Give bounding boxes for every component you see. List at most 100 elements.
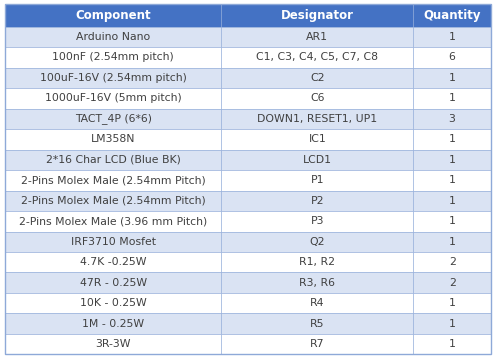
Bar [413,252,491,272]
Bar [5,170,221,190]
Text: P3: P3 [310,216,324,226]
Bar [221,88,413,108]
Bar [413,150,491,170]
Text: 47R - 0.25W: 47R - 0.25W [79,278,147,288]
Text: C1, C3, C4, C5, C7, C8: C1, C3, C4, C5, C7, C8 [256,52,378,62]
Text: C6: C6 [310,93,324,103]
Bar [413,68,491,88]
Bar [5,88,221,108]
Bar [221,150,413,170]
Bar [221,27,413,47]
Text: Q2: Q2 [310,237,325,247]
Text: 100uF-16V (2.54mm pitch): 100uF-16V (2.54mm pitch) [40,73,186,83]
Text: 2*16 Char LCD (Blue BK): 2*16 Char LCD (Blue BK) [46,155,181,165]
Text: DOWN1, RESET1, UP1: DOWN1, RESET1, UP1 [257,114,377,124]
Text: 1000uF-16V (5mm pitch): 1000uF-16V (5mm pitch) [45,93,182,103]
Bar [5,272,221,293]
Text: 2: 2 [449,257,456,267]
Bar [221,47,413,68]
Text: TACT_4P (6*6): TACT_4P (6*6) [74,113,152,124]
Text: 3: 3 [449,114,456,124]
Text: AR1: AR1 [306,32,328,42]
Bar [413,272,491,293]
Text: 1M - 0.25W: 1M - 0.25W [82,319,144,329]
Text: 1: 1 [449,339,456,349]
Bar [221,129,413,150]
Bar [413,88,491,108]
Bar [413,170,491,190]
Text: Component: Component [75,9,151,21]
Bar [221,4,413,27]
Text: 2: 2 [449,278,456,288]
Text: 1: 1 [449,237,456,247]
Text: 1: 1 [449,73,456,83]
Bar [413,211,491,232]
Text: 4.7K -0.25W: 4.7K -0.25W [80,257,146,267]
Text: 2-Pins Molex Male (2.54mm Pitch): 2-Pins Molex Male (2.54mm Pitch) [21,175,205,185]
Bar [413,108,491,129]
Bar [221,252,413,272]
Bar [221,232,413,252]
Text: 100nF (2.54mm pitch): 100nF (2.54mm pitch) [52,52,174,62]
Text: Quantity: Quantity [424,9,481,21]
Text: LM358N: LM358N [91,134,135,144]
Text: R3, R6: R3, R6 [299,278,335,288]
Bar [5,252,221,272]
Bar [413,47,491,68]
Bar [413,129,491,150]
Bar [5,334,221,354]
Bar [413,334,491,354]
Text: 1: 1 [449,298,456,308]
Text: IRF3710 Mosfet: IRF3710 Mosfet [70,237,156,247]
Text: R1, R2: R1, R2 [299,257,335,267]
Text: 1: 1 [449,216,456,226]
Text: 1: 1 [449,134,456,144]
Text: 10K - 0.25W: 10K - 0.25W [80,298,146,308]
Text: LCD1: LCD1 [303,155,332,165]
Bar [221,190,413,211]
Bar [5,150,221,170]
Text: 1: 1 [449,93,456,103]
Text: IC1: IC1 [309,134,326,144]
Bar [5,47,221,68]
Text: R5: R5 [310,319,324,329]
Bar [5,293,221,314]
Bar [221,334,413,354]
Text: Designator: Designator [281,9,354,21]
Bar [221,108,413,129]
Bar [221,211,413,232]
Text: 2-Pins Molex Male (3.96 mm Pitch): 2-Pins Molex Male (3.96 mm Pitch) [19,216,207,226]
Text: 1: 1 [449,155,456,165]
Bar [413,27,491,47]
Text: 3R-3W: 3R-3W [95,339,131,349]
Bar [221,272,413,293]
Bar [221,170,413,190]
Text: R7: R7 [310,339,324,349]
Text: P2: P2 [310,196,324,206]
Bar [5,211,221,232]
Bar [413,293,491,314]
Bar [5,27,221,47]
Bar [5,232,221,252]
Bar [5,68,221,88]
Text: 2-Pins Molex Male (2.54mm Pitch): 2-Pins Molex Male (2.54mm Pitch) [21,196,205,206]
Bar [413,190,491,211]
Text: 1: 1 [449,175,456,185]
Bar [5,129,221,150]
Text: Arduino Nano: Arduino Nano [76,32,150,42]
Text: R4: R4 [310,298,324,308]
Text: C2: C2 [310,73,324,83]
Text: P1: P1 [310,175,324,185]
Text: 1: 1 [449,196,456,206]
Bar [5,4,221,27]
Bar [413,232,491,252]
Bar [413,4,491,27]
Text: 1: 1 [449,32,456,42]
Bar [5,108,221,129]
Bar [5,190,221,211]
Text: 6: 6 [449,52,456,62]
Text: 1: 1 [449,319,456,329]
Bar [221,68,413,88]
Bar [221,314,413,334]
Bar [413,314,491,334]
